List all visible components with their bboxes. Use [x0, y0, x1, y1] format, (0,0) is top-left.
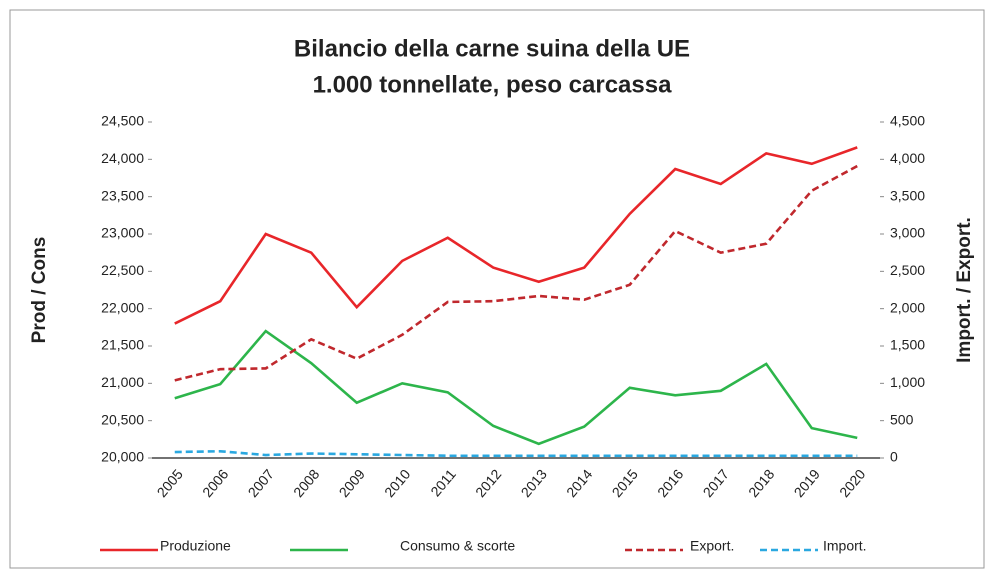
y2-tick-label: 4,000: [890, 150, 925, 166]
y-tick-label: 20,000: [101, 449, 144, 465]
series-line: [174, 329, 858, 446]
chart-title: Bilancio della carne suina della UE: [294, 35, 690, 62]
legend-label: Produzione: [160, 538, 231, 554]
y2-axis-label: Import. / Export.: [954, 217, 975, 363]
y2-tick-label: 4,500: [890, 113, 925, 129]
y-tick-label: 23,000: [101, 225, 144, 241]
y2-tick-label: 500: [890, 411, 914, 427]
series-line: [174, 449, 858, 458]
y-tick-label: 22,000: [101, 299, 144, 315]
legend-label: Import.: [823, 538, 867, 554]
y-tick-label: 24,000: [101, 150, 144, 166]
y2-tick-label: 1,000: [890, 374, 925, 390]
y2-tick-label: 0: [890, 449, 898, 465]
legend-label: Consumo & scorte: [400, 538, 515, 554]
series-line: [174, 164, 858, 382]
y2-tick-label: 3,000: [890, 225, 925, 241]
chart-subtitle: 1.000 tonnellate, peso carcassa: [313, 71, 673, 98]
y2-tick-label: 2,500: [890, 262, 925, 278]
y-axis-label: Prod / Cons: [29, 237, 50, 344]
y2-tick-label: 3,500: [890, 187, 925, 203]
y-tick-label: 23,500: [101, 187, 144, 203]
y-tick-label: 21,000: [101, 374, 144, 390]
y-tick-label: 20,500: [101, 411, 144, 427]
y2-tick-label: 2,000: [890, 299, 925, 315]
legend-label: Export.: [690, 538, 734, 554]
frame: [9, 9, 985, 569]
y-tick-label: 24,500: [101, 113, 144, 129]
series-line: [174, 146, 858, 325]
y-tick-label: 21,500: [101, 337, 144, 353]
y2-tick-label: 1,500: [890, 337, 925, 353]
y-tick-label: 22,500: [101, 262, 144, 278]
